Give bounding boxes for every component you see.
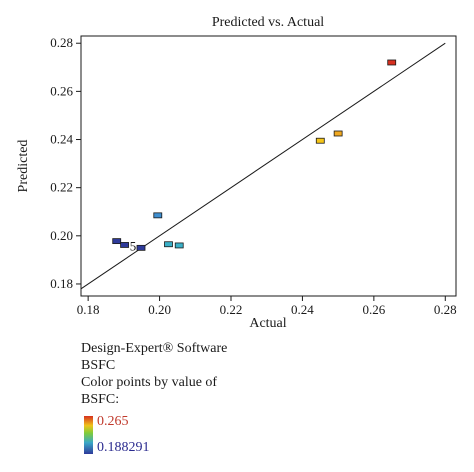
data-point (164, 241, 173, 248)
software-info: Design-Expert® Software BSFC Color point… (81, 340, 227, 408)
x-tick-label: 0.24 (291, 302, 314, 317)
data-points (112, 59, 397, 251)
data-point (174, 242, 184, 249)
response-name: BSFC (81, 358, 116, 373)
y-tick-label: 0.20 (50, 228, 73, 243)
legend-max-value: 0.265 (97, 414, 129, 429)
plot-frame (80, 35, 457, 297)
y-tick-label: 0.24 (50, 132, 73, 147)
x-tick-label: 0.28 (434, 302, 457, 317)
predicted-vs-actual-chart: Predicted vs. Actual 0.18 0.20 0.22 0.24 0.2… (16, 15, 457, 331)
color-note: Color points by value of (81, 375, 218, 390)
x-axis-ticks: 0.18 0.20 0.22 0.24 0.26 0.28 (77, 296, 457, 317)
y-axis-label: Predicted (16, 140, 31, 193)
x-tick-label: 0.20 (148, 302, 171, 317)
data-point (112, 238, 122, 245)
color-legend-bar (84, 416, 93, 454)
x-axis-label: Actual (249, 316, 286, 331)
x-tick-label: 0.26 (362, 302, 385, 317)
data-point (136, 244, 146, 251)
y-tick-label: 0.28 (50, 35, 73, 50)
y-axis-ticks: 0.18 0.20 0.22 0.24 0.26 0.28 (50, 35, 81, 291)
data-point (153, 212, 163, 219)
legend-min-value: 0.188291 (97, 440, 150, 455)
data-point (315, 137, 325, 144)
x-tick-label: 0.18 (77, 302, 100, 317)
data-point (387, 59, 397, 66)
y-tick-label: 0.22 (50, 180, 73, 195)
y-tick-label: 0.26 (50, 83, 73, 98)
data-point (333, 130, 343, 137)
point-count-annotation: 5 (130, 239, 137, 254)
x-tick-label: 0.22 (220, 302, 243, 317)
color-variable: BSFC: (81, 392, 120, 407)
chart-title: Predicted vs. Actual (212, 15, 324, 30)
y-tick-label: 0.18 (50, 276, 73, 291)
data-point (120, 242, 129, 248)
software-name: Design-Expert® Software (81, 341, 228, 356)
